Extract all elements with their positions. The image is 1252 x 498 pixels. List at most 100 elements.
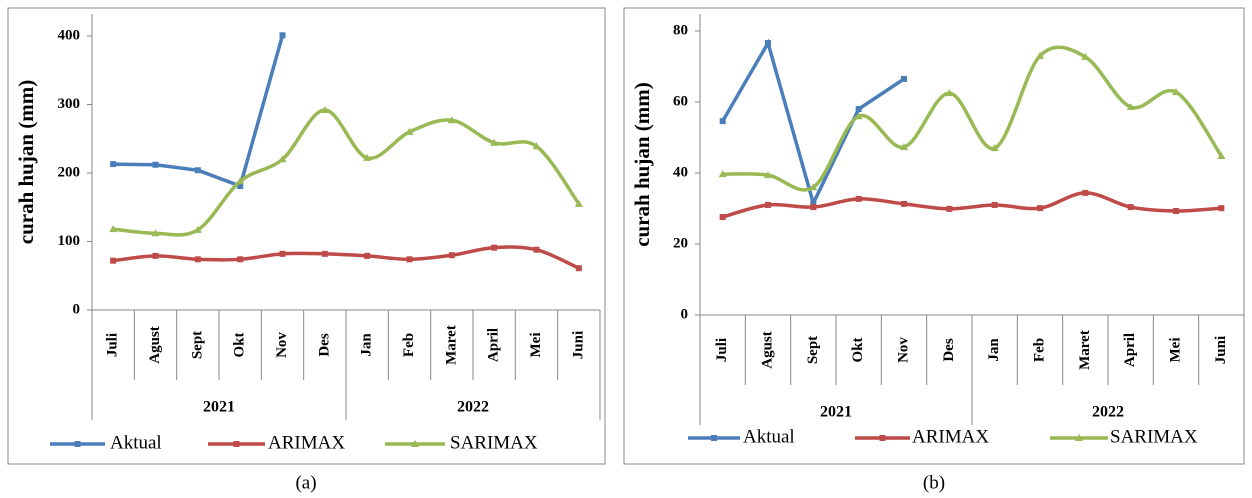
marker (320, 105, 329, 113)
marker (1037, 205, 1043, 212)
marker (575, 265, 582, 272)
marker (278, 155, 287, 163)
group-label: 2022 (457, 399, 489, 416)
marker (1036, 51, 1044, 59)
x-tick-label: April (486, 328, 502, 362)
x-tick-label: Juni (1213, 336, 1229, 364)
marker (879, 435, 886, 441)
x-tick-label: Maret (443, 325, 459, 365)
caption: (a) (295, 472, 316, 493)
y-axis-title: curah hujan (mm) (630, 82, 654, 247)
marker (152, 252, 159, 259)
y-tick-label: 20 (673, 235, 688, 251)
x-tick-label: Jan (986, 338, 1002, 362)
marker (946, 205, 953, 212)
y-tick-label: 80 (673, 22, 688, 38)
x-tick-label: Mei (528, 333, 544, 358)
marker (855, 195, 862, 202)
x-tick-label: Feb (401, 333, 417, 357)
x-tick-label: Okt (850, 337, 866, 362)
legend-label: ARIMAX (268, 432, 345, 453)
marker (321, 250, 328, 257)
x-tick-label: Feb (1031, 338, 1047, 362)
y-tick-label: 0 (681, 306, 689, 322)
marker (193, 225, 202, 233)
marker (411, 440, 419, 447)
marker (194, 167, 201, 174)
series-line (722, 191, 1222, 219)
marker (1172, 88, 1180, 96)
marker (109, 225, 118, 233)
marker (194, 256, 201, 263)
marker (810, 204, 817, 211)
x-tick-label: Nov (274, 332, 290, 358)
y-tick-label: 300 (58, 96, 81, 112)
marker (237, 183, 244, 190)
marker (1217, 151, 1226, 159)
marker (1126, 102, 1135, 110)
marker (151, 229, 160, 237)
series-line (113, 34, 285, 189)
marker (574, 199, 583, 207)
marker (719, 118, 726, 125)
series-line (722, 45, 1223, 192)
x-tick-label: Jan (359, 333, 375, 357)
x-tick-label: Nov (895, 337, 911, 363)
panel-border (7, 7, 606, 465)
legend-label: ARIMAX (912, 426, 989, 447)
y-tick-label: 0 (73, 301, 81, 317)
marker (279, 32, 286, 39)
x-tick-label: Des (316, 333, 332, 356)
group-label: 2021 (820, 404, 852, 421)
marker (233, 441, 240, 447)
marker (1082, 189, 1089, 196)
x-tick-label: Sept (805, 336, 821, 364)
marker (765, 201, 771, 208)
marker (363, 153, 372, 161)
marker (901, 200, 907, 207)
legend-label: SARIMAX (450, 432, 538, 453)
y-tick-label: 200 (58, 164, 81, 180)
marker (764, 171, 772, 179)
y-tick-label: 400 (58, 27, 81, 43)
x-tick-label: Juni (570, 331, 586, 359)
x-tick-label: Sept (189, 331, 205, 359)
y-tick-label: 60 (673, 93, 688, 109)
marker (405, 127, 414, 135)
x-tick-label: Des (941, 338, 957, 361)
marker (1081, 52, 1090, 60)
x-tick-label: Juli (714, 338, 730, 362)
y-tick-label: 40 (673, 164, 688, 180)
caption: (b) (923, 472, 945, 493)
marker (236, 177, 245, 185)
series-line (112, 108, 581, 237)
y-axis-title: curah hujan (mm) (14, 80, 38, 245)
marker (532, 142, 541, 150)
marker (110, 257, 117, 264)
marker (1173, 207, 1179, 214)
marker (719, 214, 726, 221)
marker (364, 252, 371, 259)
legend-label: Aktual (110, 432, 162, 453)
marker (237, 256, 244, 263)
x-tick-label: Mei (1167, 338, 1183, 363)
marker (945, 89, 954, 97)
marker (533, 246, 540, 253)
legend-label: Aktual (743, 426, 795, 447)
y-tick-label: 100 (58, 233, 81, 249)
chart-panel: curah hujan (mm) 0 20 40 60 80 Juli Agust Sept Ok… (623, 7, 1245, 493)
marker (74, 441, 81, 447)
x-tick-label: Agust (759, 331, 775, 369)
marker (854, 112, 863, 120)
marker (152, 161, 159, 168)
marker (1127, 204, 1134, 211)
marker (490, 138, 499, 146)
marker (900, 143, 908, 151)
marker (809, 183, 818, 191)
chart-panel: curah hujan (mm) 0 100 200 300 400 Juli Agust Se… (7, 7, 606, 493)
marker (855, 106, 862, 113)
marker (448, 252, 455, 259)
marker (1075, 434, 1083, 441)
